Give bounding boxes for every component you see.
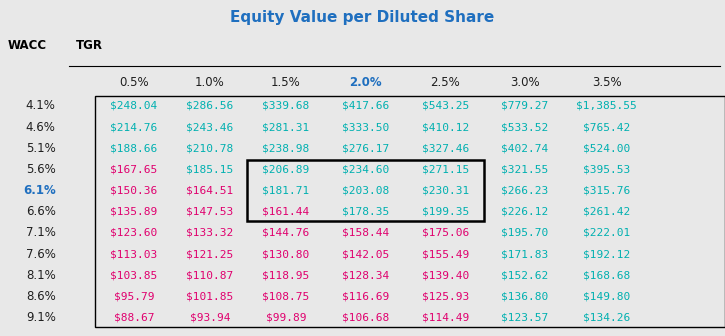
Text: $116.69: $116.69 [342,291,389,301]
Text: Equity Value per Diluted Share: Equity Value per Diluted Share [230,10,494,25]
Text: $402.74: $402.74 [501,143,548,153]
Text: $134.26: $134.26 [583,312,630,323]
Text: 4.1%: 4.1% [26,99,56,112]
Text: $1,385.55: $1,385.55 [576,101,637,111]
Text: $123.60: $123.60 [110,228,157,238]
Text: $281.31: $281.31 [262,122,310,132]
Text: 2.5%: 2.5% [431,76,460,89]
Text: $103.85: $103.85 [110,270,157,280]
Text: $123.57: $123.57 [501,312,548,323]
Text: $210.78: $210.78 [186,143,233,153]
Text: $192.12: $192.12 [583,249,630,259]
Text: $286.56: $286.56 [186,101,233,111]
Text: $222.01: $222.01 [583,228,630,238]
Text: WACC: WACC [7,39,46,52]
Text: 5.6%: 5.6% [26,163,56,176]
Text: $543.25: $543.25 [421,101,469,111]
Text: $95.79: $95.79 [114,291,154,301]
Text: $171.83: $171.83 [501,249,548,259]
Text: $178.35: $178.35 [342,207,389,217]
Text: 2.0%: 2.0% [349,76,382,89]
Text: $150.36: $150.36 [110,185,157,196]
Text: $144.76: $144.76 [262,228,310,238]
Text: $524.00: $524.00 [583,143,630,153]
Text: $333.50: $333.50 [342,122,389,132]
Text: $168.68: $168.68 [583,270,630,280]
Text: $113.03: $113.03 [110,249,157,259]
Text: $238.98: $238.98 [262,143,310,153]
Text: $88.67: $88.67 [114,312,154,323]
Text: 6.6%: 6.6% [26,205,56,218]
Text: $161.44: $161.44 [262,207,310,217]
Text: $195.70: $195.70 [501,228,548,238]
Text: 4.6%: 4.6% [26,121,56,133]
Text: 3.5%: 3.5% [592,76,621,89]
Text: 1.0%: 1.0% [195,76,225,89]
Text: $266.23: $266.23 [501,185,548,196]
Text: $99.89: $99.89 [265,312,306,323]
Text: $410.12: $410.12 [421,122,469,132]
Text: $779.27: $779.27 [501,101,548,111]
Text: 7.1%: 7.1% [26,226,56,239]
Text: $175.06: $175.06 [421,228,469,238]
Text: $327.46: $327.46 [421,143,469,153]
Text: $136.80: $136.80 [501,291,548,301]
Text: $271.15: $271.15 [421,164,469,174]
Text: $185.15: $185.15 [186,164,233,174]
Text: $121.25: $121.25 [186,249,233,259]
Text: $155.49: $155.49 [421,249,469,259]
Text: $110.87: $110.87 [186,270,233,280]
Text: $128.34: $128.34 [342,270,389,280]
Text: $147.53: $147.53 [186,207,233,217]
Text: $181.71: $181.71 [262,185,310,196]
Text: $230.31: $230.31 [421,185,469,196]
Text: $203.08: $203.08 [342,185,389,196]
Text: $226.12: $226.12 [501,207,548,217]
Text: 7.6%: 7.6% [26,248,56,260]
Text: 6.1%: 6.1% [23,184,56,197]
Text: $276.17: $276.17 [342,143,389,153]
Text: $339.68: $339.68 [262,101,310,111]
Text: $199.35: $199.35 [421,207,469,217]
Text: 5.1%: 5.1% [26,142,56,155]
Text: 0.5%: 0.5% [119,76,149,89]
Text: $395.53: $395.53 [583,164,630,174]
Text: $248.04: $248.04 [110,101,157,111]
Text: 1.5%: 1.5% [271,76,301,89]
Text: $93.94: $93.94 [190,312,230,323]
Text: $158.44: $158.44 [342,228,389,238]
Text: $114.49: $114.49 [421,312,469,323]
Text: $125.93: $125.93 [421,291,469,301]
Text: $261.42: $261.42 [583,207,630,217]
Text: $206.89: $206.89 [262,164,310,174]
Text: $164.51: $164.51 [186,185,233,196]
Text: $765.42: $765.42 [583,122,630,132]
Text: $118.95: $118.95 [262,270,310,280]
Text: $234.60: $234.60 [342,164,389,174]
Text: $417.66: $417.66 [342,101,389,111]
Text: $139.40: $139.40 [421,270,469,280]
Text: $149.80: $149.80 [583,291,630,301]
Text: $321.55: $321.55 [501,164,548,174]
Text: $243.46: $243.46 [186,122,233,132]
Text: $315.76: $315.76 [583,185,630,196]
Text: $142.05: $142.05 [342,249,389,259]
Text: $188.66: $188.66 [110,143,157,153]
Text: TGR: TGR [76,39,103,52]
Text: 8.6%: 8.6% [26,290,56,303]
Text: 8.1%: 8.1% [26,269,56,282]
Text: $130.80: $130.80 [262,249,310,259]
Text: $533.52: $533.52 [501,122,548,132]
Text: $152.62: $152.62 [501,270,548,280]
Text: $214.76: $214.76 [110,122,157,132]
Text: 9.1%: 9.1% [26,311,56,324]
Text: $133.32: $133.32 [186,228,233,238]
Text: 3.0%: 3.0% [510,76,539,89]
Text: $108.75: $108.75 [262,291,310,301]
Text: $106.68: $106.68 [342,312,389,323]
Text: $135.89: $135.89 [110,207,157,217]
Text: $167.65: $167.65 [110,164,157,174]
Text: $101.85: $101.85 [186,291,233,301]
